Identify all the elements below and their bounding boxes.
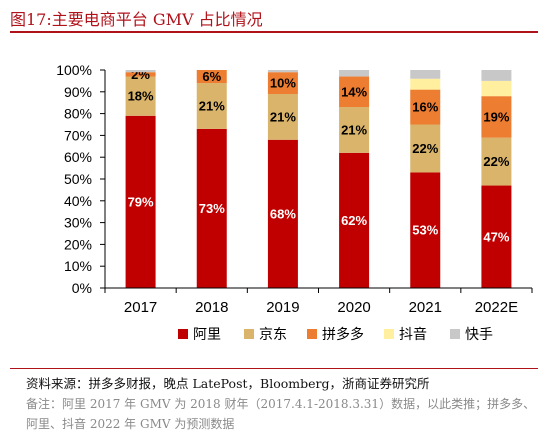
figure-label: 图17: [10, 10, 52, 29]
bar-segment [339, 70, 370, 77]
note-text: 备注：阿里 2017 年 GMV 为 2018 财年（2017.4.1-2018… [26, 397, 536, 431]
bar-segment [267, 72, 298, 94]
data-label: 79% [128, 194, 154, 209]
y-tick-label: 0% [72, 280, 92, 296]
bar-segment [410, 172, 441, 288]
bar-segment [196, 128, 227, 288]
bar-segment [481, 80, 512, 97]
y-tick-label: 20% [64, 236, 92, 252]
y-tick-label: 80% [64, 106, 92, 122]
data-label: 21% [270, 109, 296, 124]
legend-label: 京东 [259, 327, 287, 343]
y-tick-label: 30% [64, 215, 92, 231]
stacked-bar-chart: 0% 10% 20% 30% 40% 50% 60% 70% 80% 90% 100% 79% 18%… [56, 62, 533, 343]
data-label: 53% [412, 223, 438, 238]
bar-segment [267, 93, 298, 140]
bar-segment [267, 70, 298, 73]
legend-label: 拼多多 [322, 326, 364, 343]
y-tick-label: 10% [64, 258, 92, 274]
data-label: 21% [199, 98, 225, 113]
legend-label: 快手 [465, 327, 493, 343]
bar-segment [339, 76, 370, 108]
data-label: 22% [483, 154, 509, 169]
bar-segment [125, 115, 156, 288]
data-label: 19% [483, 109, 509, 124]
y-tick-label: 60% [64, 149, 92, 165]
y-tick-label: 50% [64, 171, 92, 187]
legend-label: 抖音 [399, 326, 427, 343]
x-tick-label: 2017 [124, 299, 157, 316]
legend: 阿里 京东 拼多多 抖音 快手 [178, 326, 493, 343]
bar-segment [410, 70, 441, 79]
legend-swatch [450, 329, 460, 339]
y-tick-label: 90% [64, 84, 92, 100]
data-label: 73% [199, 201, 225, 216]
data-label: 18% [128, 89, 154, 104]
source-text: 资料来源：拼多多财报，晚点 LatePost，Bloomberg，浙商证券研究所 [26, 376, 430, 391]
bar-segment [481, 137, 512, 186]
data-label: 68% [270, 206, 296, 221]
bar-segment [125, 70, 156, 73]
title-row: 图17:主要电商平台 GMV 占比情况 [10, 6, 538, 32]
title-rule [10, 31, 538, 33]
x-tick-label: 2018 [195, 299, 228, 316]
data-label: 21% [341, 122, 367, 137]
data-label: 62% [341, 213, 367, 228]
data-label: 14% [341, 84, 367, 99]
y-tick-label: 40% [64, 193, 92, 209]
data-label: 22% [412, 141, 438, 156]
bar-segment [125, 76, 156, 116]
figure-title: 主要电商平台 GMV 占比情况 [51, 10, 263, 29]
x-axis: 2017 2018 2019 2020 2021 2022E [104, 287, 533, 316]
bar-segment [339, 107, 370, 153]
data-label: 6% [202, 69, 221, 84]
bar-segment [410, 89, 441, 125]
data-label: 10% [270, 76, 296, 91]
legend-swatch [307, 329, 317, 339]
bars: 79% 18% 2% 73% 21% 6% 68% 21% 10% 62% 21% 14% 53% 22%… [125, 67, 512, 288]
legend-label: 阿里 [193, 327, 221, 343]
bar-segment [339, 152, 370, 288]
legend-swatch [244, 329, 254, 339]
bar-segment [410, 78, 441, 90]
bar-segment [481, 96, 512, 138]
x-tick-label: 2022E [475, 299, 518, 316]
x-tick-label: 2019 [266, 299, 299, 316]
bar-segment [481, 185, 512, 288]
bar-segment [410, 124, 441, 173]
footer-rule [10, 368, 538, 369]
legend-swatch [178, 329, 188, 339]
x-tick-label: 2020 [337, 299, 370, 316]
y-axis: 0% 10% 20% 30% 40% 50% 60% 70% 80% 90% 100% [56, 62, 106, 296]
bar-segment [196, 83, 227, 129]
legend-swatch [384, 329, 394, 339]
data-label: 16% [412, 100, 438, 115]
data-label: 47% [483, 229, 509, 244]
y-tick-label: 70% [64, 127, 92, 143]
y-tick-label: 100% [56, 62, 92, 78]
bar-segment [196, 70, 227, 84]
bar-segment [125, 72, 156, 77]
x-tick-label: 2021 [409, 299, 442, 316]
bar-segment [481, 70, 512, 81]
data-label: 2% [131, 67, 150, 82]
bar-segment [267, 139, 298, 288]
